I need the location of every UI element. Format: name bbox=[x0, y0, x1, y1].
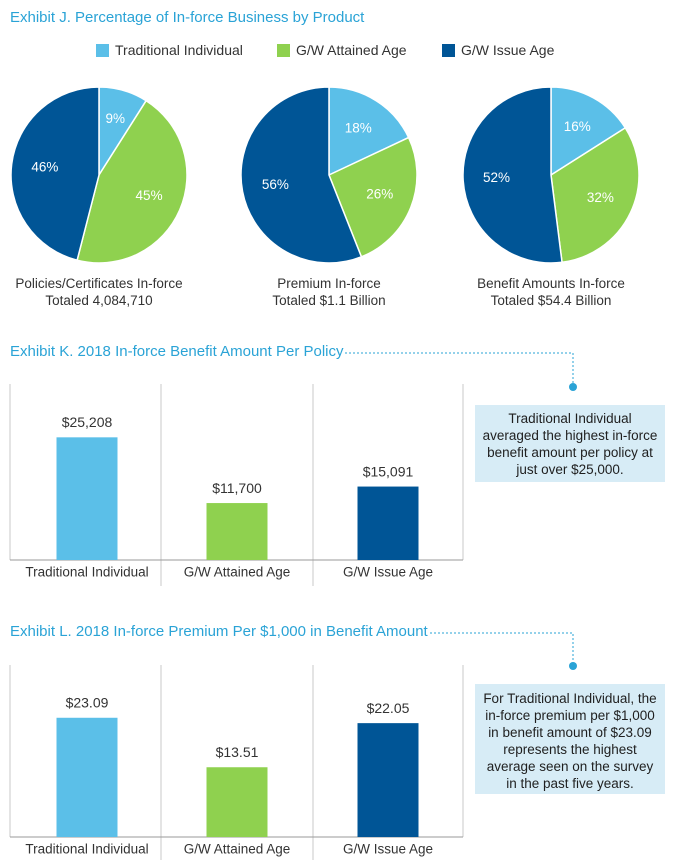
pie-benefit-slice-label: 52% bbox=[483, 170, 510, 185]
benefit-per-policy-bar-value-label: $25,208 bbox=[62, 414, 113, 430]
benefit-per-policy-category-label: G/W Attained Age bbox=[184, 565, 291, 580]
pie-caption-premium: Premium In-force Totaled $1.1 Billion bbox=[219, 275, 439, 309]
benefit-per-policy-callout-dot bbox=[569, 383, 577, 391]
pie-premium-slice-label: 26% bbox=[366, 187, 393, 202]
pie-caption-policies: Policies/Certificates In-force Totaled 4… bbox=[0, 275, 209, 309]
benefit-per-policy-category-label: Traditional Individual bbox=[25, 565, 148, 580]
benefit-per-policy-callout-connector bbox=[345, 352, 574, 387]
legend-swatch bbox=[442, 43, 455, 57]
premium-per-1000-category-label: G/W Issue Age bbox=[343, 842, 433, 857]
benefit-per-policy-bar-1 bbox=[56, 437, 118, 560]
pie-policies-slice-label: 45% bbox=[136, 188, 163, 203]
premium-per-1000-category-label: G/W Attained Age bbox=[184, 842, 291, 857]
pie-premium-slice-2 bbox=[328, 136, 418, 258]
premium-per-1000-bar-1 bbox=[56, 717, 118, 837]
pie-policies-slice-3 bbox=[10, 86, 100, 262]
exhibit-l-title: Exhibit L. 2018 In-force Premium Per $1,… bbox=[10, 623, 428, 640]
legend-item-gw-issue-age: G/W Issue Age bbox=[442, 42, 554, 58]
legend-label: Traditional Individual bbox=[115, 42, 243, 58]
pie-caption-line: Benefit Amounts In-force bbox=[477, 276, 625, 291]
premium-per-1000-bar-3 bbox=[357, 723, 419, 837]
premium-per-1000-category-label: Traditional Individual bbox=[25, 842, 148, 857]
exhibit-k-title: Exhibit K. 2018 In-force Benefit Amount … bbox=[10, 343, 344, 360]
benefit-per-policy-bar-2 bbox=[206, 503, 268, 560]
exhibit-k-callout: Traditional Individual averaged the high… bbox=[475, 405, 665, 482]
pie-caption-line: Totaled $1.1 Billion bbox=[272, 293, 386, 308]
exhibit-l-callout: For Traditional Individual, the in-force… bbox=[475, 684, 665, 794]
premium-per-1000-bar-value-label: $13.51 bbox=[216, 744, 259, 760]
pie-premium-slice-label: 18% bbox=[345, 120, 372, 135]
pie-benefit-slice-3 bbox=[462, 86, 563, 264]
pie-caption-line: Totaled $54.4 Billion bbox=[490, 293, 612, 308]
benefit-per-policy-category-label: G/W Issue Age bbox=[343, 565, 433, 580]
pie-policies-slice-label: 46% bbox=[31, 160, 58, 175]
exhibit-j-legend: Traditional Individual G/W Attained Age … bbox=[96, 42, 656, 62]
pie-premium-slice-label: 56% bbox=[262, 177, 289, 192]
pie-caption-benefit: Benefit Amounts In-force Totaled $54.4 B… bbox=[441, 275, 661, 309]
pie-premium-slice-3 bbox=[240, 86, 363, 264]
pie-benefit-slice-2 bbox=[550, 126, 640, 264]
legend-label: G/W Attained Age bbox=[296, 42, 407, 58]
pie-premium-slice-1 bbox=[328, 86, 410, 177]
pie-benefit-slice-label: 16% bbox=[564, 119, 591, 134]
benefit-per-policy-bar-value-label: $11,700 bbox=[212, 480, 262, 496]
exhibit-j-title: Exhibit J. Percentage of In-force Busine… bbox=[10, 9, 365, 26]
benefit-per-policy-bar-3 bbox=[357, 486, 419, 560]
premium-per-1000-callout-connector bbox=[430, 632, 574, 666]
pie-benefit-slice-label: 32% bbox=[587, 190, 614, 205]
legend-item-traditional-individual: Traditional Individual bbox=[96, 42, 243, 58]
pie-policies-slice-label: 9% bbox=[105, 111, 125, 126]
pie-caption-line: Premium In-force bbox=[277, 276, 381, 291]
pie-caption-line: Totaled 4,084,710 bbox=[45, 293, 153, 308]
premium-per-1000-bar-value-label: $22.05 bbox=[367, 700, 410, 716]
premium-per-1000-bar-2 bbox=[206, 767, 268, 837]
pie-caption-line: Policies/Certificates In-force bbox=[15, 276, 183, 291]
premium-per-1000-callout-dot bbox=[569, 662, 577, 670]
legend-item-gw-attained-age: G/W Attained Age bbox=[277, 42, 407, 58]
benefit-per-policy-bar-value-label: $15,091 bbox=[363, 463, 414, 479]
pie-benefit-slice-1 bbox=[550, 86, 627, 177]
premium-per-1000-bar-value-label: $23.09 bbox=[66, 694, 109, 710]
legend-label: G/W Issue Age bbox=[461, 42, 555, 58]
legend-swatch bbox=[277, 43, 290, 57]
pie-policies-slice-2 bbox=[76, 99, 188, 264]
legend-swatch bbox=[96, 43, 109, 57]
